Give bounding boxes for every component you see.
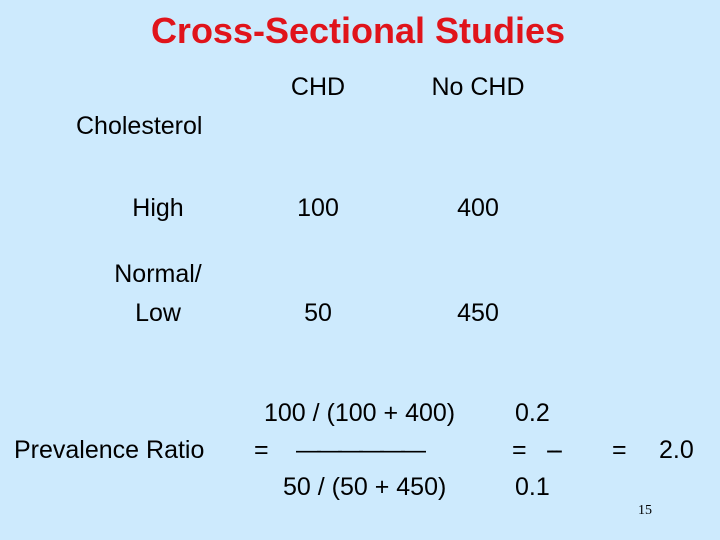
- formula-small-numerator: 0.2: [515, 399, 550, 427]
- cell-normal-low-no-chd: 450: [457, 299, 499, 327]
- row-group-label-cholesterol: Cholesterol: [76, 112, 203, 140]
- formula-numerator: 100 / (100 + 400): [264, 399, 456, 427]
- row-label-high: High: [132, 194, 184, 222]
- cell-high-chd: 100: [297, 194, 339, 222]
- row-label-low: Low: [135, 299, 181, 327]
- col-header-no-chd: No CHD: [431, 73, 525, 101]
- row-label-normal: Normal/: [114, 260, 202, 288]
- formula-equals-sign-3: =: [612, 436, 627, 464]
- slide-title: Cross-Sectional Studies: [150, 10, 566, 51]
- col-header-chd: CHD: [290, 73, 346, 101]
- formula-result: 2.0: [659, 436, 694, 464]
- cell-high-no-chd: 400: [457, 194, 499, 222]
- formula-denominator: 50 / (50 + 450): [283, 473, 447, 501]
- formula-fraction-bar: ——————: [296, 436, 426, 464]
- formula-small-fraction-bar: ---: [546, 436, 563, 464]
- formula-small-denominator: 0.1: [515, 473, 550, 501]
- page-number: 15: [638, 503, 652, 518]
- cell-normal-low-chd: 50: [304, 299, 332, 327]
- formula-equals-sign-2: =: [512, 436, 527, 464]
- formula-equals-sign: =: [254, 436, 269, 464]
- formula-label: Prevalence Ratio: [14, 436, 205, 464]
